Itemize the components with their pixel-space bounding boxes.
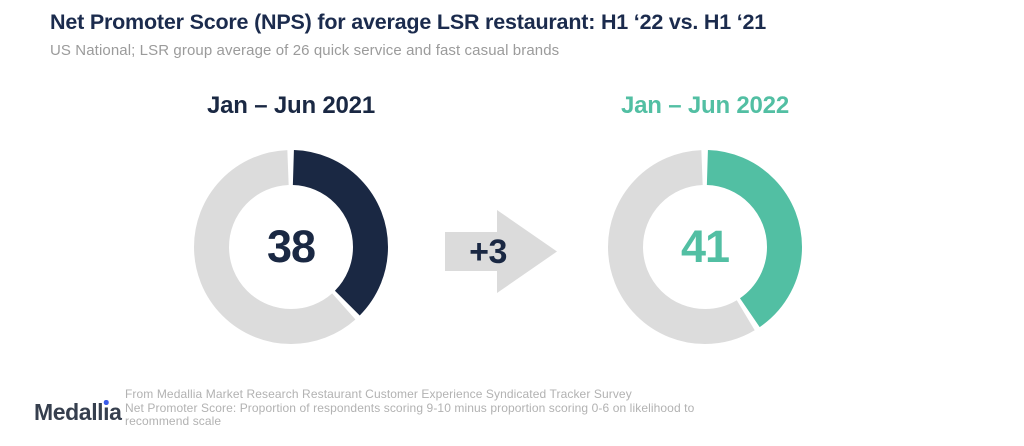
donut-chart-2021: 38	[194, 150, 388, 344]
donut-2022-value: 41	[680, 221, 730, 272]
medallia-logo: Medallıa	[34, 399, 122, 425]
donut-2022-label: Jan – Jun 2022	[621, 92, 789, 119]
delta-value: +3	[469, 232, 507, 271]
donut-chart-2022: 41	[608, 150, 802, 344]
arrow-right-icon	[445, 210, 557, 293]
page-subtitle: US National; LSR group average of 26 qui…	[50, 42, 560, 59]
footnote-line-1: From Medallia Market Research Restaurant…	[125, 387, 632, 401]
footnote-line-3: recommend scale	[125, 414, 222, 428]
footnote-line-2: Net Promoter Score: Proportion of respon…	[125, 400, 695, 415]
donut-2022-group: Jan – Jun 2022 41	[608, 92, 802, 344]
footnote: From Medallia Market Research Restaurant…	[125, 387, 695, 429]
donut-2021-group: Jan – Jun 2021 38	[194, 92, 388, 344]
donut-ring-2021-icon	[194, 150, 388, 344]
delta-arrow: +3	[445, 210, 557, 294]
donut-ring-2022-icon	[608, 150, 802, 344]
arrow-shape	[445, 210, 557, 293]
donut-2021-value: 38	[266, 221, 316, 272]
donut-2021-label: Jan – Jun 2021	[207, 92, 375, 119]
page-title: Net Promoter Score (NPS) for average LSR…	[50, 10, 767, 34]
